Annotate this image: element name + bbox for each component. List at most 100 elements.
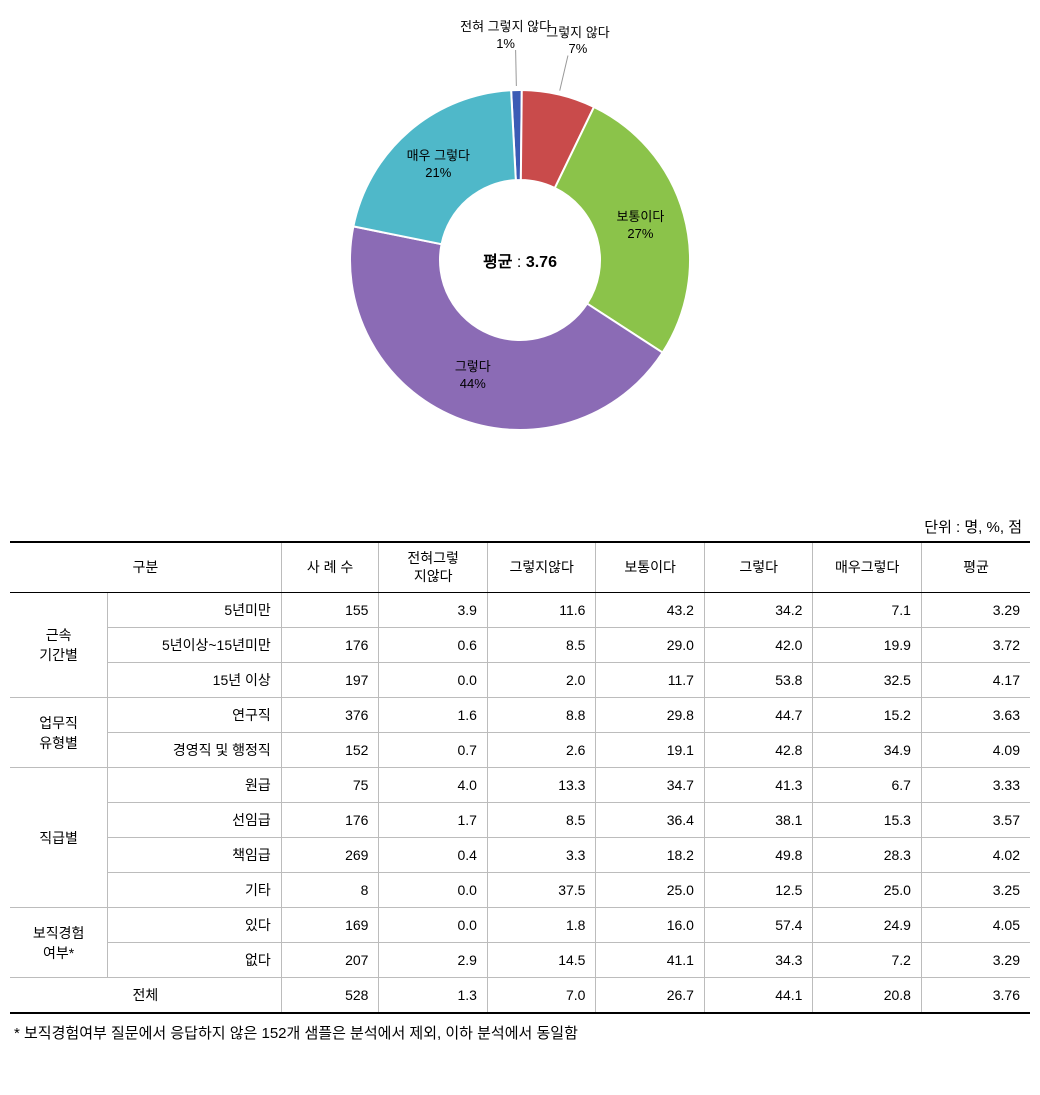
table-cell: 0.0 xyxy=(379,908,488,943)
table-cell: 3.29 xyxy=(921,593,1030,628)
table-cell: 8.5 xyxy=(487,803,596,838)
table-cell: 41.3 xyxy=(704,768,813,803)
col-n: 사 례 수 xyxy=(281,542,379,593)
table-row: 근속기간별5년미만1553.911.643.234.27.13.29 xyxy=(10,593,1030,628)
table-cell: 36.4 xyxy=(596,803,705,838)
table-cell: 3.57 xyxy=(921,803,1030,838)
table-row: 보직경험여부*있다1690.01.816.057.424.94.05 xyxy=(10,908,1030,943)
slice-label: 그렇다44% xyxy=(455,359,491,393)
table-row: 책임급2690.43.318.249.828.34.02 xyxy=(10,838,1030,873)
avg-key: 평균 xyxy=(483,254,512,271)
table-row: 직급별원급754.013.334.741.36.73.33 xyxy=(10,768,1030,803)
avg-value: 3.76 xyxy=(526,254,557,271)
row-label: 있다 xyxy=(108,908,282,943)
table-cell: 44.1 xyxy=(704,978,813,1014)
table-cell: 28.3 xyxy=(813,838,922,873)
slice-pct: 1% xyxy=(460,36,551,53)
row-label: 원급 xyxy=(108,768,282,803)
slice-label: 전혀 그렇지 않다1% xyxy=(460,19,551,53)
col-v3: 보통이다 xyxy=(596,542,705,593)
table-row: 선임급1761.78.536.438.115.33.57 xyxy=(10,803,1030,838)
donut-chart: 평균 : 3.76 전혀 그렇지 않다1%그렇지 않다7%보통이다27%그렇다4… xyxy=(10,10,1030,510)
table-cell: 4.05 xyxy=(921,908,1030,943)
table-row: 5년이상~15년미만1760.68.529.042.019.93.72 xyxy=(10,628,1030,663)
table-cell: 0.0 xyxy=(379,873,488,908)
leader-line xyxy=(516,50,517,86)
table-cell: 18.2 xyxy=(596,838,705,873)
col-v5: 매우그렇다 xyxy=(813,542,922,593)
row-label: 책임급 xyxy=(108,838,282,873)
table-cell: 3.25 xyxy=(921,873,1030,908)
col-v1: 전혀그렇지않다 xyxy=(379,542,488,593)
table-cell: 207 xyxy=(281,943,379,978)
data-table: 구분 사 례 수 전혀그렇지않다 그렇지않다 보통이다 그렇다 매우그렇다 평균… xyxy=(10,541,1030,1014)
table-cell: 15.2 xyxy=(813,698,922,733)
table-cell: 7.0 xyxy=(487,978,596,1014)
table-cell: 1.6 xyxy=(379,698,488,733)
slice-label: 매우 그렇다21% xyxy=(407,148,470,182)
table-cell: 41.1 xyxy=(596,943,705,978)
table-cell: 3.29 xyxy=(921,943,1030,978)
table-cell: 4.17 xyxy=(921,663,1030,698)
table-cell: 11.6 xyxy=(487,593,596,628)
table-cell: 0.7 xyxy=(379,733,488,768)
table-cell: 3.72 xyxy=(921,628,1030,663)
table-cell: 2.6 xyxy=(487,733,596,768)
col-v1-text: 전혀그렇지않다 xyxy=(407,550,459,584)
table-cell: 4.09 xyxy=(921,733,1030,768)
table-cell: 38.1 xyxy=(704,803,813,838)
table-cell: 1.3 xyxy=(379,978,488,1014)
table-cell: 197 xyxy=(281,663,379,698)
table-cell: 75 xyxy=(281,768,379,803)
table-cell: 15.3 xyxy=(813,803,922,838)
table-cell: 169 xyxy=(281,908,379,943)
table-cell: 528 xyxy=(281,978,379,1014)
table-cell: 25.0 xyxy=(596,873,705,908)
table-cell: 19.9 xyxy=(813,628,922,663)
slice-name: 매우 그렇다 xyxy=(407,148,470,165)
group-cell: 업무직유형별 xyxy=(10,698,108,768)
table-cell: 29.0 xyxy=(596,628,705,663)
row-label: 5년이상~15년미만 xyxy=(108,628,282,663)
table-cell: 34.9 xyxy=(813,733,922,768)
table-cell: 44.7 xyxy=(704,698,813,733)
table-row: 업무직유형별연구직3761.68.829.844.715.23.63 xyxy=(10,698,1030,733)
table-cell: 376 xyxy=(281,698,379,733)
table-cell: 42.8 xyxy=(704,733,813,768)
slice-name: 그렇지 않다 xyxy=(546,25,609,42)
table-cell: 176 xyxy=(281,628,379,663)
row-label: 15년 이상 xyxy=(108,663,282,698)
table-cell: 8.8 xyxy=(487,698,596,733)
table-row: 경영직 및 행정직1520.72.619.142.834.94.09 xyxy=(10,733,1030,768)
table-row: 없다2072.914.541.134.37.23.29 xyxy=(10,943,1030,978)
table-cell: 7.2 xyxy=(813,943,922,978)
total-label: 전체 xyxy=(10,978,281,1014)
group-cell: 직급별 xyxy=(10,768,108,908)
slice-pct: 44% xyxy=(455,376,491,393)
leader-line xyxy=(560,56,568,91)
slice-label: 그렇지 않다7% xyxy=(546,25,609,59)
table-body: 근속기간별5년미만1553.911.643.234.27.13.295년이상~1… xyxy=(10,593,1030,1014)
table-cell: 6.7 xyxy=(813,768,922,803)
table-cell: 3.33 xyxy=(921,768,1030,803)
slice-pct: 21% xyxy=(407,165,470,182)
table-cell: 176 xyxy=(281,803,379,838)
chart-center-label: 평균 : 3.76 xyxy=(483,248,557,272)
table-cell: 269 xyxy=(281,838,379,873)
table-cell: 37.5 xyxy=(487,873,596,908)
row-label: 연구직 xyxy=(108,698,282,733)
table-cell: 13.3 xyxy=(487,768,596,803)
table-cell: 12.5 xyxy=(704,873,813,908)
table-cell: 14.5 xyxy=(487,943,596,978)
table-cell: 3.63 xyxy=(921,698,1030,733)
table-row: 기타80.037.525.012.525.03.25 xyxy=(10,873,1030,908)
col-v4: 그렇다 xyxy=(704,542,813,593)
table-cell: 1.8 xyxy=(487,908,596,943)
row-label: 5년미만 xyxy=(108,593,282,628)
table-cell: 1.7 xyxy=(379,803,488,838)
table-row: 15년 이상1970.02.011.753.832.54.17 xyxy=(10,663,1030,698)
slice-pct: 7% xyxy=(546,42,609,59)
table-cell: 24.9 xyxy=(813,908,922,943)
slice-name: 보통이다 xyxy=(616,209,664,226)
table-cell: 8.5 xyxy=(487,628,596,663)
